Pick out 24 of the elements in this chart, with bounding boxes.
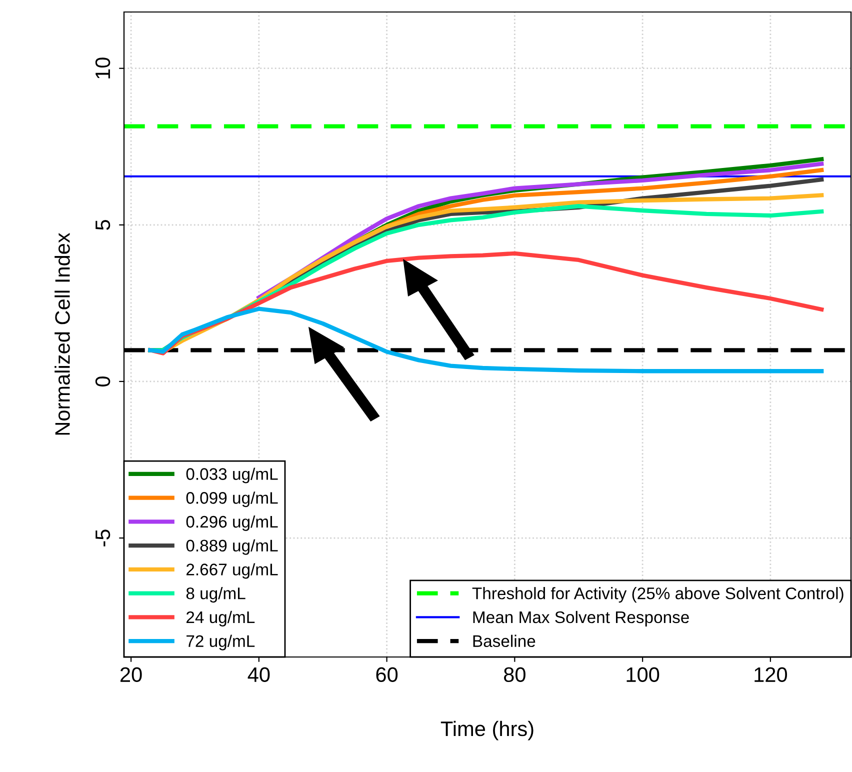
x-tick-label: 80 <box>504 667 526 682</box>
y-tick-label: -5 <box>96 530 110 546</box>
legend-label: Mean Max Solvent Response <box>473 610 689 626</box>
x-tick-label: 60 <box>376 667 398 682</box>
line-series <box>148 306 824 374</box>
y-tick-label: 10 <box>95 58 110 78</box>
legend-label: 0.296 ug/mL <box>186 515 278 531</box>
x-tick-label: 40 <box>248 667 270 682</box>
legend-label: Threshold for Activity (25% above Solvent Control) <box>472 587 844 603</box>
legend-label: 24 ug/mL <box>186 610 255 626</box>
legend-label: 72 ug/mL <box>186 634 255 650</box>
legend-label: 0.889 ug/mL <box>186 539 278 555</box>
legend-label: 2.667 ug/mL <box>186 563 278 579</box>
x-axis-title: Time (hrs) <box>440 720 534 740</box>
x-tick-label: 100 <box>626 667 660 682</box>
y-tick-label: 5 <box>96 220 110 230</box>
legend-label: 0.099 ug/mL <box>186 492 278 508</box>
legend-label: 0.033 ug/mL <box>186 468 278 484</box>
legend-label: 8 ug/mL <box>186 587 246 603</box>
x-tick-label: 120 <box>754 667 787 682</box>
legend-label: Baseline <box>473 634 536 648</box>
y-axis-title: Normalized Cell Index <box>54 232 70 435</box>
y-tick-label: 0 <box>95 376 110 386</box>
x-tick-label: 20 <box>120 667 142 682</box>
